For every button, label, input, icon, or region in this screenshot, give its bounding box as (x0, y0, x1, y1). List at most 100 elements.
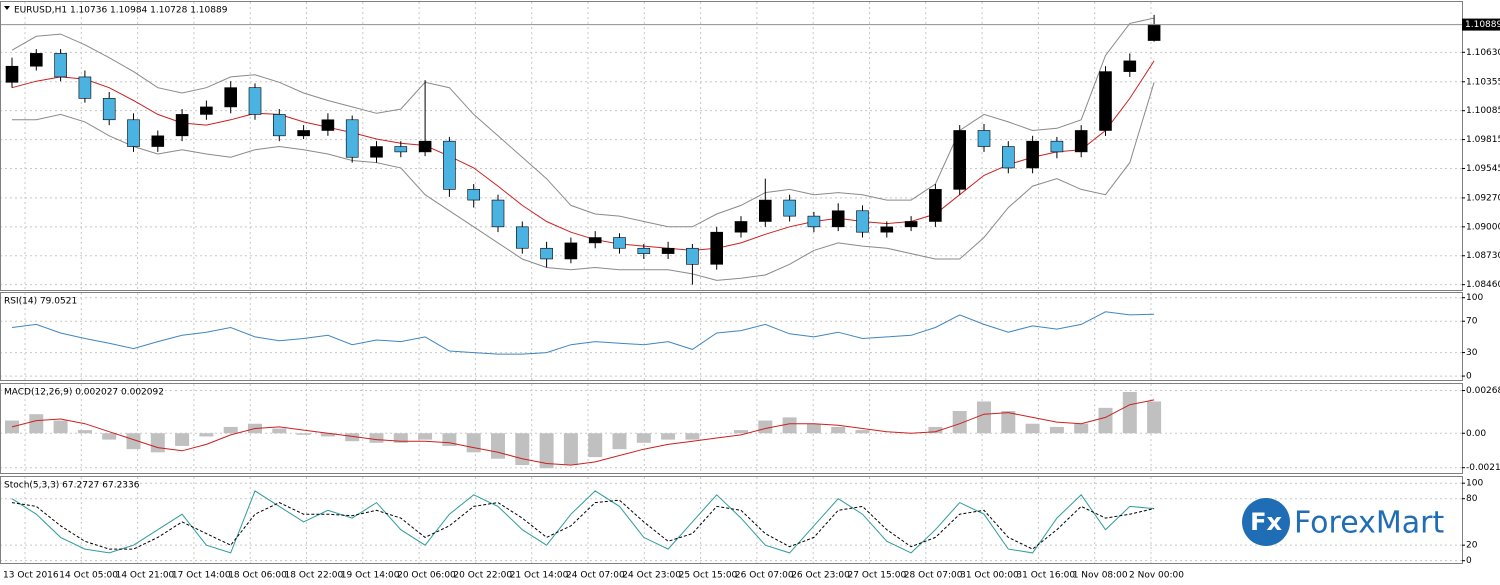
indicator-line (12, 82, 1155, 281)
candle-body (54, 53, 67, 78)
histogram-bar (515, 433, 530, 466)
histogram-bar (102, 433, 117, 440)
panel-frame (0, 1, 1463, 291)
y-tick-label: 0 (1466, 372, 1472, 382)
histogram-bar (53, 420, 68, 434)
candle-body (758, 199, 772, 222)
time-label: 1 Nov 08:00 (1073, 571, 1128, 581)
panel-title: Stoch(5,3,3) 67.2727 67.2336 (4, 481, 140, 491)
candle-body (953, 130, 967, 190)
candle-body (1001, 146, 1015, 169)
candle-body (297, 130, 310, 137)
candle-body (200, 106, 213, 115)
logo: Fx ForexMart (1242, 498, 1445, 546)
y-tick-label: 1.08730 (1466, 251, 1500, 261)
indicator-line (11, 490, 1155, 554)
histogram-bar (1001, 411, 1016, 434)
logo-badge-text: Fx (1250, 508, 1282, 536)
candle-body (1050, 140, 1064, 153)
time-label: 20 Oct 06:00 (397, 571, 456, 581)
histogram-bar (150, 433, 165, 453)
time-label: 14 Oct 21:00 (116, 571, 175, 581)
histogram-bar (126, 433, 141, 450)
candle-body (370, 146, 383, 158)
y-tick-label: 1.08460 (1466, 280, 1500, 290)
y-tick-label: 1.09545 (1466, 164, 1500, 174)
histogram-bar (175, 433, 190, 446)
histogram-bar (661, 433, 676, 440)
time-label: 14 Oct 05:00 (59, 571, 118, 581)
candle-body (151, 135, 165, 147)
histogram-bar (612, 433, 627, 450)
candle-body (272, 114, 286, 137)
candle-body (127, 119, 140, 147)
candle-body (856, 210, 869, 233)
histogram-bar (952, 411, 967, 434)
y-tick-label: 100 (1466, 293, 1483, 303)
candle-body (783, 199, 796, 217)
indicator-line (11, 17, 1155, 228)
time-label: 13 Oct 2016 (3, 571, 59, 581)
time-label: 25 Oct 15:00 (679, 571, 738, 581)
histogram-bar (806, 423, 821, 434)
panel-frame (0, 383, 1463, 474)
candle-body (831, 210, 845, 228)
candle-body (1026, 140, 1039, 169)
y-tick-label: 1.09000 (1466, 222, 1500, 232)
candle-body (637, 247, 651, 254)
time-label: 2 Nov 00:00 (1129, 571, 1184, 581)
candle-body (977, 130, 991, 147)
histogram-bar (734, 430, 748, 434)
histogram-bar (345, 433, 360, 442)
candle-body (710, 231, 724, 265)
time-label: 28 Oct 07:00 (904, 571, 963, 581)
last-price-label: 1.10889 (1465, 20, 1500, 30)
histogram-bar (272, 428, 287, 434)
candle-body (515, 226, 529, 249)
time-label: 26 Oct 07:00 (735, 571, 794, 581)
candle-body (904, 221, 918, 228)
candle-body (418, 140, 432, 153)
histogram-bar (539, 433, 554, 469)
symbol-menu-arrow[interactable] (4, 6, 10, 10)
candle-body (78, 76, 92, 99)
candle-body (1099, 71, 1112, 131)
last-price-box (1462, 18, 1500, 31)
candle-body (1147, 24, 1161, 41)
candle-body (929, 189, 942, 222)
histogram-bar (782, 417, 797, 434)
time-label: 31 Oct 16:00 (1016, 571, 1075, 581)
candle-body (224, 87, 237, 108)
candle-body (540, 247, 553, 260)
candle-body (686, 247, 699, 265)
histogram-bar (5, 420, 19, 434)
signal-line (11, 399, 1155, 466)
y-tick-label: 1.10630 (1466, 48, 1500, 58)
plot (0, 14, 1462, 554)
grid (0, 2, 1462, 563)
panel-title: MACD(12,26,9) 0.002027 0.002092 (4, 388, 164, 398)
candle-body (734, 221, 748, 233)
panel-frame (0, 476, 1463, 564)
y-tick-label: 0.002688 (1466, 386, 1500, 396)
logo-badge (1242, 498, 1290, 546)
histogram-bar (928, 426, 943, 434)
time-label: 20 Oct 22:00 (453, 571, 512, 581)
histogram-bar (1147, 401, 1162, 434)
candle-body (29, 53, 43, 67)
time-label: 17 Oct 14:00 (172, 571, 231, 581)
time-label: 21 Oct 14:00 (510, 571, 569, 581)
histogram-bar (685, 433, 700, 440)
time-label: 24 Oct 07:00 (566, 571, 625, 581)
histogram-bar (1122, 391, 1137, 434)
histogram-bar (223, 426, 238, 434)
histogram-bar (855, 430, 870, 434)
panel-frame (0, 292, 1463, 381)
candle-body (613, 237, 626, 249)
candle-body (321, 119, 335, 131)
y-tick-label: 30 (1466, 348, 1478, 358)
y-tick-label: 20 (1466, 541, 1478, 551)
histogram-bar (466, 433, 481, 453)
histogram-bar (29, 414, 44, 434)
time-label: 26 Oct 23:00 (791, 571, 850, 581)
